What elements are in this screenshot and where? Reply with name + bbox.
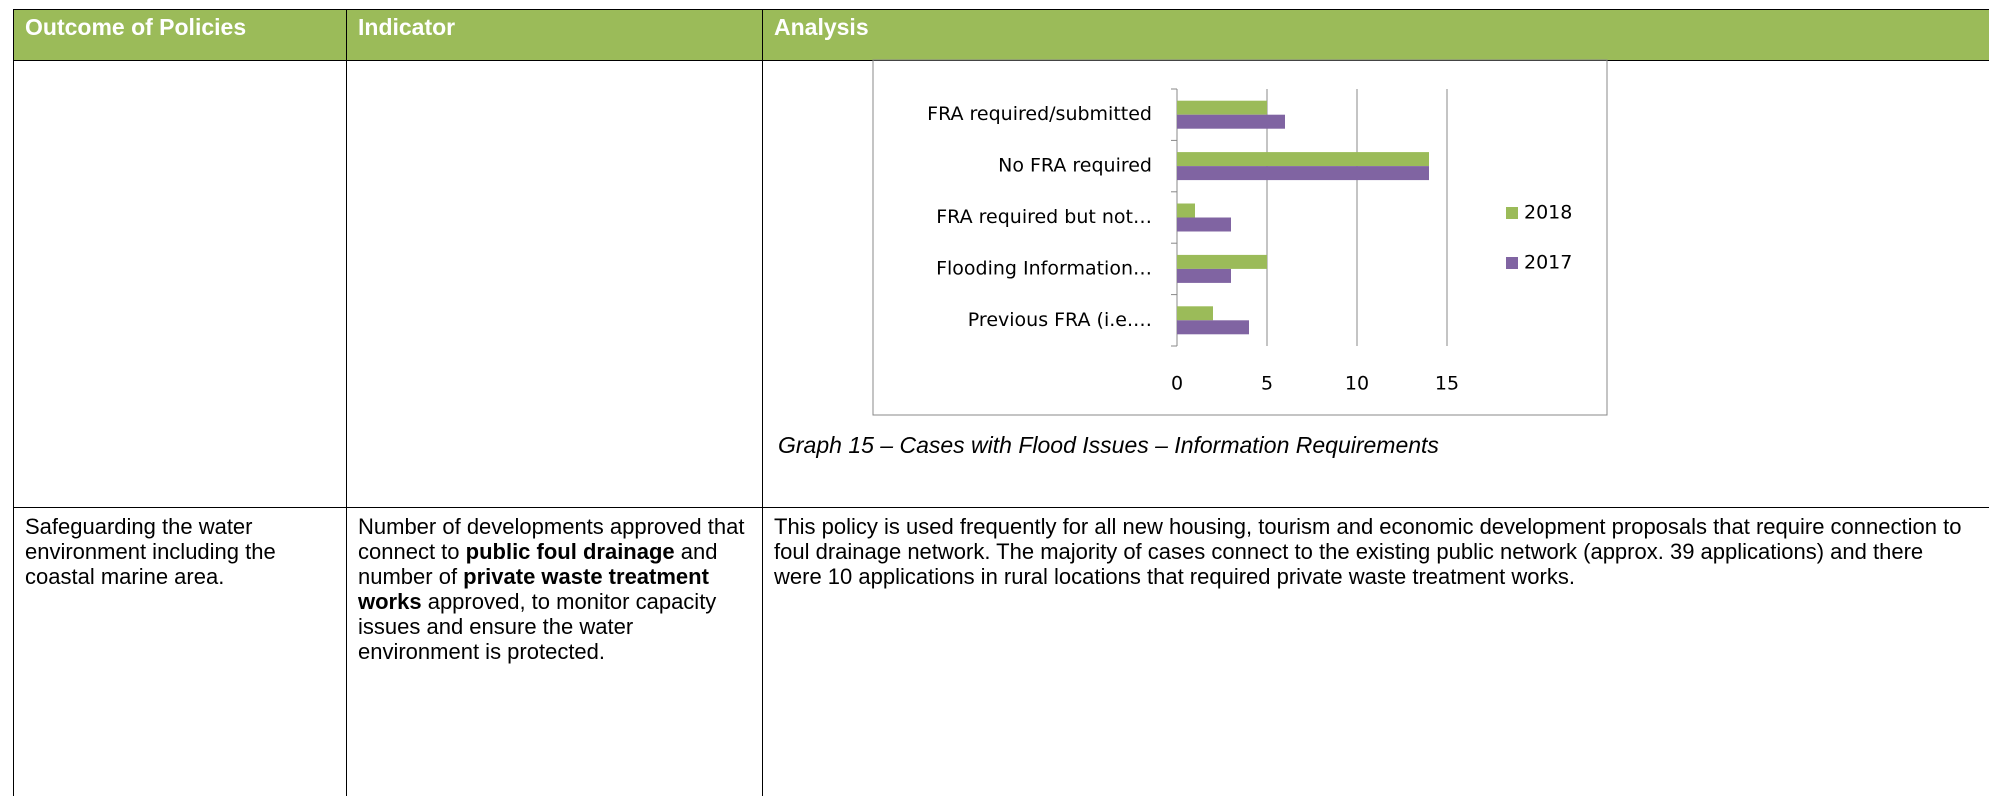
caption: Graph 15 – Cases with Flood Issues – Inf… (778, 432, 1439, 458)
border (13, 9, 14, 796)
bar (1177, 114, 1285, 129)
border (762, 9, 763, 796)
y-tick-label: No FRA required (998, 155, 1152, 177)
bar (1177, 100, 1267, 115)
bar (1177, 320, 1249, 335)
legend-swatch (1506, 207, 1518, 219)
bar (1177, 217, 1231, 232)
x-tick-label: 15 (1435, 373, 1459, 395)
x-tick-label: 10 (1345, 373, 1369, 395)
y-tick-label: Flooding Information… (936, 257, 1152, 279)
bar (1177, 152, 1429, 167)
bar (1177, 166, 1429, 181)
legend-label: 2017 (1524, 252, 1572, 274)
header-cell: Outcome of Policies (13, 9, 346, 60)
indicator-text: Number of developments approved that con… (358, 514, 745, 564)
y-tick-label: FRA required/submitted (927, 103, 1152, 125)
indicator-text: private waste treatment works (358, 564, 709, 614)
indicator-text: and number of (358, 539, 718, 589)
border (13, 9, 1989, 10)
analysis-cell: This policy is used frequently for all n… (774, 514, 1962, 589)
x-tick-label: 5 (1261, 373, 1273, 395)
border (13, 507, 1989, 508)
indicator-text: approved, to monitor capacity issues and… (358, 589, 717, 664)
bar (1177, 268, 1231, 283)
y-tick-label: FRA required but not… (936, 206, 1152, 228)
legend-label: 2018 (1524, 202, 1572, 224)
bar (1177, 254, 1267, 269)
y-tick-label: Previous FRA (i.e.… (968, 309, 1152, 331)
legend-swatch (1506, 257, 1518, 269)
border (346, 9, 347, 796)
chart-frame (872, 59, 1608, 416)
bar (1177, 306, 1213, 321)
indicator-text: public foul drainage (465, 539, 675, 564)
header-cell: Analysis (762, 9, 1989, 60)
indicator-cell: Number of developments approved that con… (346, 512, 762, 666)
bar (1177, 203, 1195, 218)
x-tick-label: 0 (1171, 373, 1183, 395)
header-cell: Indicator (346, 9, 762, 60)
outcome-cell: Safeguarding the water environment inclu… (25, 514, 276, 589)
